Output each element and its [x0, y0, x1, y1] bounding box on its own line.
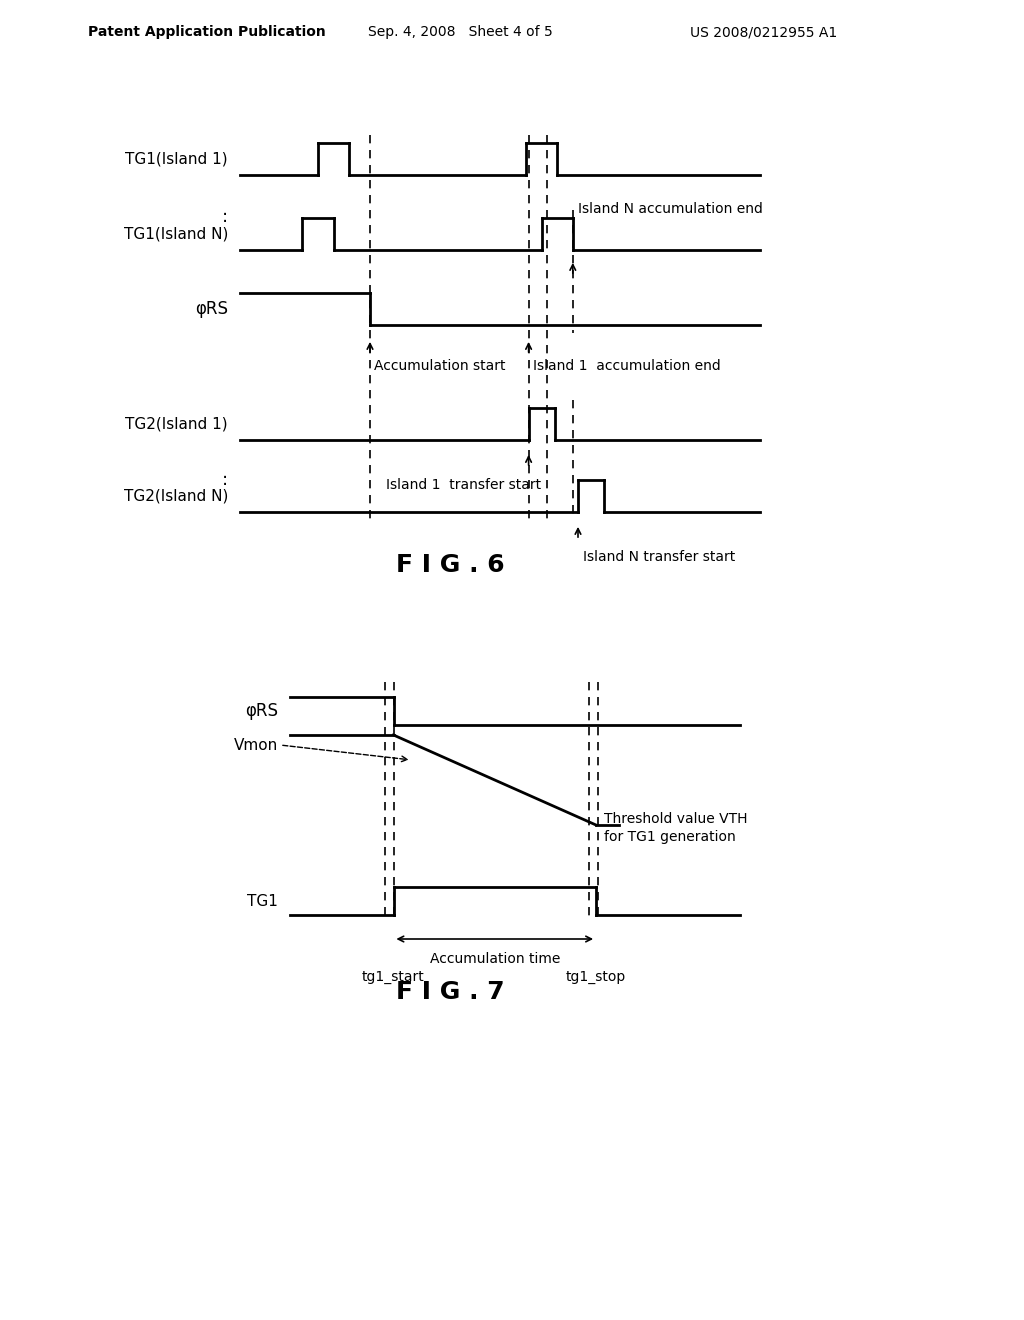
Text: TG1(Island 1): TG1(Island 1): [125, 152, 228, 166]
Text: for TG1 generation: for TG1 generation: [604, 830, 736, 843]
Text: Island N transfer start: Island N transfer start: [583, 550, 735, 564]
Text: F I G . 6: F I G . 6: [395, 553, 504, 577]
Text: TG1(Island N): TG1(Island N): [124, 227, 228, 242]
Text: tg1_stop: tg1_stop: [566, 970, 626, 983]
Text: Patent Application Publication: Patent Application Publication: [88, 25, 326, 40]
Text: :: :: [222, 209, 228, 226]
Text: Accumulation start: Accumulation start: [374, 359, 506, 374]
Text: TG2(Island 1): TG2(Island 1): [125, 417, 228, 432]
Text: φRS: φRS: [245, 702, 278, 719]
Text: Island 1  accumulation end: Island 1 accumulation end: [532, 359, 720, 374]
Text: φRS: φRS: [195, 300, 228, 318]
Text: Island 1  transfer start: Island 1 transfer start: [386, 478, 541, 492]
Text: Accumulation time: Accumulation time: [429, 952, 560, 966]
Text: TG2(Island N): TG2(Island N): [124, 488, 228, 503]
Text: Vmon: Vmon: [233, 738, 278, 752]
Text: Island N accumulation end: Island N accumulation end: [578, 202, 763, 216]
Text: US 2008/0212955 A1: US 2008/0212955 A1: [690, 25, 838, 40]
Text: tg1_start: tg1_start: [362, 970, 425, 983]
Text: :: :: [222, 471, 228, 488]
Text: Threshold value VTH: Threshold value VTH: [604, 812, 748, 826]
Text: Sep. 4, 2008   Sheet 4 of 5: Sep. 4, 2008 Sheet 4 of 5: [368, 25, 553, 40]
Text: TG1: TG1: [247, 894, 278, 908]
Text: F I G . 7: F I G . 7: [395, 979, 504, 1005]
